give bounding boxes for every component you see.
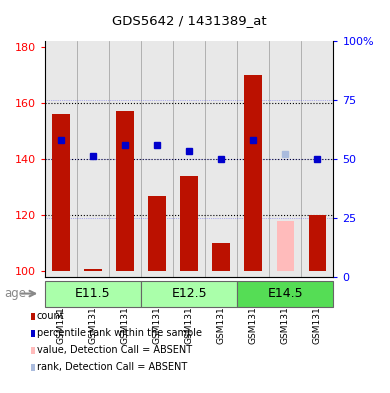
Text: E12.5: E12.5 xyxy=(171,287,207,300)
Text: GDS5642 / 1431389_at: GDS5642 / 1431389_at xyxy=(112,14,266,27)
Bar xyxy=(205,41,237,277)
Bar xyxy=(180,176,198,272)
Text: rank, Detection Call = ABSENT: rank, Detection Call = ABSENT xyxy=(37,362,187,372)
Bar xyxy=(301,41,333,277)
Bar xyxy=(84,269,102,272)
Bar xyxy=(237,281,333,307)
Text: E14.5: E14.5 xyxy=(268,287,303,300)
Bar xyxy=(308,215,326,272)
Bar xyxy=(277,221,294,272)
Bar xyxy=(141,41,173,277)
Text: value, Detection Call = ABSENT: value, Detection Call = ABSENT xyxy=(37,345,192,355)
Bar xyxy=(52,114,70,272)
Bar xyxy=(213,243,230,272)
Bar xyxy=(141,281,237,307)
Bar xyxy=(109,41,141,277)
Text: count: count xyxy=(37,311,64,321)
Bar xyxy=(45,41,77,277)
Bar xyxy=(237,41,269,277)
Bar xyxy=(116,112,134,272)
Bar xyxy=(269,41,301,277)
Bar xyxy=(45,281,141,307)
Bar xyxy=(77,41,109,277)
Text: age: age xyxy=(4,287,26,301)
Text: E11.5: E11.5 xyxy=(75,287,111,300)
Text: percentile rank within the sample: percentile rank within the sample xyxy=(37,328,202,338)
Bar xyxy=(148,196,166,272)
Bar xyxy=(173,41,205,277)
Bar xyxy=(245,75,262,272)
